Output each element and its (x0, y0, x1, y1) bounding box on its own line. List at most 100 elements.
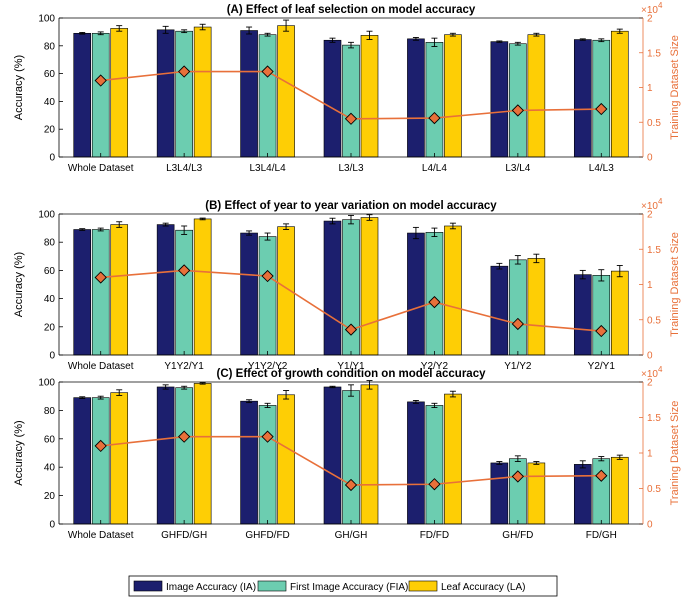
y-tick-label: 20 (44, 125, 56, 136)
y2-tick-label: 0.5 (647, 484, 661, 495)
bar-fia (91, 32, 110, 158)
y-axis-label: Accuracy (%) (13, 420, 25, 485)
y2-axis-label: Training Dataset Size (669, 232, 681, 337)
x-tick-label: GH/FD (502, 530, 533, 541)
bar-ia (240, 400, 258, 525)
training-size-marker (595, 324, 608, 338)
y2-multiplier: ×104 (641, 1, 663, 16)
y2-tick-label: 0.5 (647, 118, 661, 129)
y2-tick-label: 2 (647, 378, 653, 389)
legend-swatch-fia (257, 580, 287, 592)
y2-tick-label: 0 (647, 351, 653, 362)
bar-la (527, 462, 546, 525)
y2-multiplier-exponent: 4 (658, 365, 663, 374)
x-tick-label: Whole Dataset (68, 530, 134, 541)
y2-tick-label: 0 (647, 153, 653, 164)
bar-la (444, 225, 462, 356)
bar-ia (407, 38, 425, 158)
bar-la (193, 383, 212, 525)
y-tick-label: 20 (44, 322, 56, 333)
training-size-marker (178, 65, 191, 78)
bar-ia (323, 386, 342, 525)
bar-ia (323, 220, 342, 356)
y-tick-label: 40 (44, 97, 56, 108)
training-size-marker (94, 74, 107, 87)
legend-box (128, 575, 558, 597)
x-tick-label: Whole Dataset (68, 163, 134, 174)
bar-la (360, 35, 379, 158)
bar-ia (490, 265, 509, 356)
y-tick-label: 20 (44, 491, 56, 502)
training-size-marker (94, 271, 107, 284)
x-tick-label: GHFD/GH (161, 530, 207, 541)
y-tick-label: 0 (49, 351, 55, 362)
y2-tick-label: 1 (647, 449, 653, 460)
y-tick-label: 80 (44, 238, 56, 249)
x-tick-label: Y1/Y1 (337, 361, 365, 372)
training-size-marker (261, 430, 274, 443)
y-tick-label: 60 (44, 434, 56, 445)
chart-title: (A) Effect of leaf selection on model ac… (227, 4, 476, 16)
y2-tick-label: 1 (647, 83, 653, 94)
bar-la (277, 394, 295, 525)
bar-ia (240, 232, 258, 356)
training-size-marker (428, 111, 441, 125)
bar-la (110, 224, 129, 356)
bar-la (193, 218, 212, 356)
bar-ia (73, 32, 92, 158)
x-tick-label: GHFD/FD (245, 530, 289, 541)
x-tick-label: Y1Y2/Y1 (164, 361, 204, 372)
bar-fia (258, 236, 277, 356)
y-tick-label: 100 (38, 378, 55, 389)
y2-axis-label: Training Dataset Size (669, 35, 681, 140)
y-tick-label: 0 (49, 520, 55, 531)
bar-fia (342, 44, 360, 158)
x-tick-label: L4/L3 (589, 163, 614, 174)
y2-multiplier-exponent: 4 (658, 1, 663, 10)
y-tick-label: 40 (44, 463, 56, 474)
bar-ia (407, 401, 425, 525)
bar-la (610, 456, 629, 525)
bar-la (360, 384, 379, 525)
y-axis-label: Accuracy (%) (13, 252, 25, 317)
x-tick-label: Y1Y2/Y2 (248, 361, 288, 372)
training-size-marker (511, 317, 524, 331)
bar-ia (73, 397, 92, 525)
bar-fia (175, 229, 193, 356)
bar-fia (592, 458, 611, 525)
bar-fia (175, 387, 193, 525)
bar-ia (156, 29, 175, 158)
y2-axis-label: Training Dataset Size (669, 401, 681, 506)
bar-la (610, 30, 629, 158)
x-tick-label: Y1/Y2 (504, 361, 532, 372)
bar-la (193, 26, 212, 158)
y2-tick-label: 0 (647, 520, 653, 531)
bar-fia (258, 405, 277, 525)
bar-ia (573, 464, 592, 525)
y2-tick-label: 1.5 (647, 245, 661, 256)
training-size-marker (261, 269, 274, 283)
y2-tick-label: 1.5 (647, 48, 661, 59)
bar-fia (509, 43, 527, 158)
bar-fia (258, 34, 277, 158)
legend: Image Accuracy (IA) First Image Accuracy … (128, 575, 558, 597)
y2-tick-label: 2 (647, 14, 653, 25)
bar-la (610, 270, 629, 356)
bar-fia (509, 259, 527, 356)
y2-tick-label: 2 (647, 210, 653, 221)
bar-fia (342, 390, 360, 525)
bar-ia (490, 462, 509, 525)
panel-a: (A) Effect of leaf selection on model ac… (13, 1, 681, 174)
y2-tick-label: 1.5 (647, 413, 661, 424)
bar-fia (509, 458, 527, 525)
bar-ia (490, 41, 509, 158)
y2-tick-label: 0.5 (647, 315, 661, 326)
bar-ia (323, 39, 342, 158)
panel-c: (C) Effect of growth condition on model … (13, 365, 681, 541)
y2-multiplier-base: ×10 (641, 201, 658, 212)
bar-ia (573, 274, 592, 356)
y-tick-label: 100 (38, 14, 55, 25)
training-size-marker (511, 470, 524, 483)
training-size-marker (428, 295, 441, 309)
panel-b: (B) Effect of year to year variation on … (13, 197, 681, 372)
